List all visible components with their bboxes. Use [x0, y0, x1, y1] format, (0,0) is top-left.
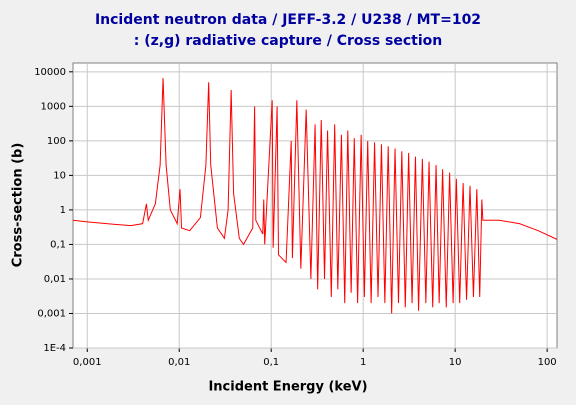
chart-title: Incident neutron data / JEFF-3.2 / U238 … — [95, 12, 481, 28]
x-tick-label: 100 — [538, 357, 557, 368]
y-tick-label: 100 — [47, 136, 66, 147]
y-tick-label: 10000 — [34, 67, 66, 78]
x-axis-label: Incident Energy (keV) — [208, 380, 367, 395]
data-line — [72, 78, 558, 314]
y-tick-label: 1 — [60, 205, 66, 216]
x-tick-label: 1 — [360, 357, 366, 368]
y-axis-label: Cross-section (b) — [11, 143, 26, 268]
y-tick-label: 0,001 — [37, 308, 66, 319]
chart-subtitle: : (z,g) radiative capture / Cross sectio… — [134, 33, 442, 49]
y-tick-label: 1E-4 — [43, 343, 66, 354]
x-tick-label: 0,001 — [73, 357, 102, 368]
y-tick-label: 0,1 — [50, 239, 66, 250]
y-tick-label: 10 — [53, 170, 66, 181]
x-tick-label: 10 — [449, 357, 462, 368]
x-tick-label: 0,1 — [263, 357, 279, 368]
y-tick-label: 1000 — [41, 101, 66, 112]
x-tick-label: 0,01 — [168, 357, 190, 368]
y-tick-label: 0,01 — [44, 274, 66, 285]
